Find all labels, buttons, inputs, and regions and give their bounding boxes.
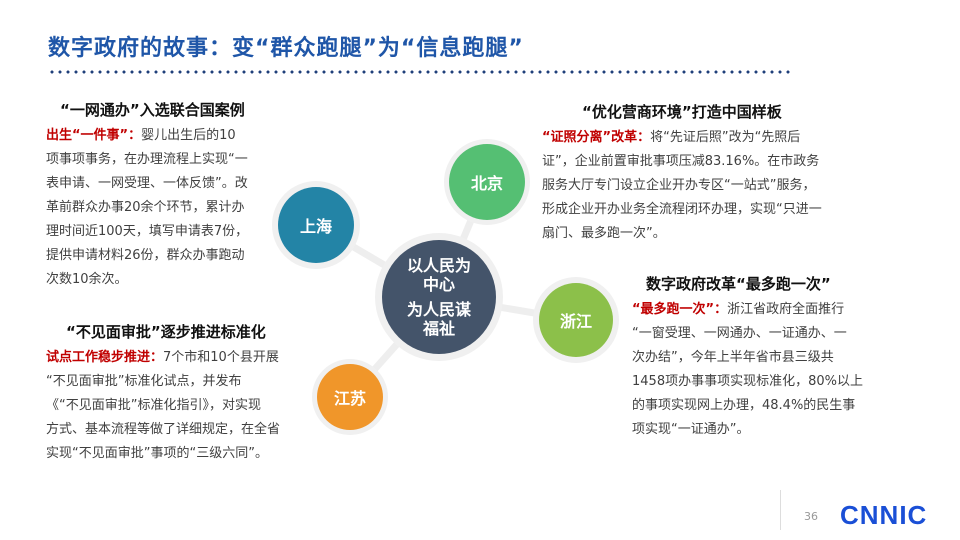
story-line: “证照分离”改革：将“先证后照”改为“先照后: [542, 126, 822, 150]
node-zhejiang-label: 浙江: [559, 312, 593, 331]
story-line: 服务大厅专门设立企业开办专区“一站式”服务，: [542, 174, 822, 198]
node-beijing-label: 北京: [470, 174, 504, 193]
node-beijing-circle: [449, 144, 525, 220]
page-title: 数字政府的故事：变“群众跑腿”为“信息跑腿”: [48, 36, 524, 61]
story-line: 提供申请材料26份，群众办事跑动: [46, 244, 248, 268]
story-text: 表申请、一网受理、一体反馈”。改: [46, 176, 248, 191]
story-text: 实现“不见面审批”事项的“三级六同”。: [46, 446, 268, 461]
story-line: 扇门、最多跑一次”。: [542, 222, 822, 246]
center-line: 福祉: [422, 319, 456, 338]
story-line: 证”，企业前置审批事项压减83.16%。在市政务: [542, 150, 822, 174]
beijing-story: “优化营商环境”打造中国样板 “证照分离”改革：将“先证后照”改为“先照后证”，企…: [542, 100, 822, 246]
story-heading: 数字政府改革“最多跑一次”: [646, 275, 831, 293]
story-heading: “优化营商环境”打造中国样板: [582, 103, 782, 121]
shanghai-story: “一网通办”入选联合国案例出生“一件事”：婴儿出生后的10 项事项事务，在办理流程…: [46, 98, 248, 292]
story-line: 次数10余次。: [46, 268, 248, 292]
story-line: 革前群众办事20余个环节，累计办: [46, 196, 248, 220]
story-heading: “不见面审批”逐步推进标准化: [66, 323, 266, 341]
story-text: 方式、基本流程等做了详细规定，在全省: [46, 422, 281, 437]
page-number: 36: [804, 510, 818, 523]
story-line: 次办结”，今年上半年省市县三级共: [632, 346, 863, 370]
story-text: 革前群众办事20余个环节，累计办: [46, 200, 245, 215]
story-line: 项事项事务，在办理流程上实现“一: [46, 148, 248, 172]
center-label: 以人民为 中心 为人民谋 福祉: [407, 256, 471, 338]
story-text: 1458项办事事项实现标准化，80%以上: [632, 374, 863, 389]
story-line: “不见面审批”标准化试点，并发布: [46, 370, 280, 394]
story-text: 形成企业开办业务全流程闭环办理，实现“只进一: [542, 202, 822, 217]
node-jiangsu-circle: [317, 364, 383, 430]
footer-divider: [780, 490, 781, 530]
story-text: 将“先证后照”改为“先照后: [650, 130, 801, 145]
story-text: 《“不见面审批”标准化指引》，对实现: [46, 398, 261, 413]
story-text: 理时间近100天，填写申请表7份，: [46, 224, 249, 239]
story-text: 项实现“一证通办”。: [632, 422, 750, 437]
node-zhejiang-circle: [539, 283, 613, 357]
jiangsu-story: “不见面审批”逐步推进标准化试点工作稳步推进：7个市和10个县开展 “不见面审批”…: [46, 320, 280, 466]
story-lead: 出生“一件事”：: [46, 128, 142, 143]
node-shanghai-label: 上海: [299, 217, 333, 236]
story-text: “一窗受理、一网通办、一证通办、一: [632, 326, 847, 341]
story-text: 的事项实现网上办理，48.4%的民生事: [632, 398, 856, 413]
story-lead: “最多跑一次”：: [632, 302, 728, 317]
story-text: 浙江省政府全面推行: [727, 302, 845, 317]
story-heading: “一网通办”入选联合国案例: [60, 101, 245, 119]
story-line: “最多跑一次”：浙江省政府全面推行: [632, 298, 863, 322]
center-circle: [382, 240, 496, 354]
story-text: 提供申请材料26份，群众办事跑动: [46, 248, 245, 263]
story-line: 的事项实现网上办理，48.4%的民生事: [632, 394, 863, 418]
story-line: 出生“一件事”：婴儿出生后的10: [46, 124, 248, 148]
story-text: 扇门、最多跑一次”。: [542, 226, 666, 241]
story-text: 7个市和10个县开展: [163, 350, 279, 365]
story-text: 次数10余次。: [46, 272, 128, 287]
story-line: 理时间近100天，填写申请表7份，: [46, 220, 248, 244]
story-text: “不见面审批”标准化试点，并发布: [46, 374, 242, 389]
story-text: 次办结”，今年上半年省市县三级共: [632, 350, 834, 365]
story-lead: “证照分离”改革：: [542, 130, 651, 145]
story-line: “一窗受理、一网通办、一证通办、一: [632, 322, 863, 346]
story-text: 证”，企业前置审批事项压减83.16%。在市政务: [542, 154, 820, 169]
story-line: 形成企业开办业务全流程闭环办理，实现“只进一: [542, 198, 822, 222]
center-line: 中心: [422, 275, 456, 294]
center-line: 以人民为: [406, 256, 472, 275]
story-text: 服务大厅专门设立企业开办专区“一站式”服务，: [542, 178, 816, 193]
zhejiang-story: 数字政府改革“最多跑一次” “最多跑一次”：浙江省政府全面推行 “一窗受理、一网通办…: [632, 272, 863, 442]
cnnic-logo: CNNIC: [840, 500, 928, 530]
node-shanghai-circle: [278, 187, 354, 263]
story-text: 婴儿出生后的10: [141, 128, 236, 143]
story-line: 项实现“一证通办”。: [632, 418, 863, 442]
center-line: 为人民谋: [406, 300, 472, 319]
story-lead: 试点工作稳步推进：: [46, 350, 164, 365]
story-line: 试点工作稳步推进：7个市和10个县开展: [46, 346, 280, 370]
story-line: 实现“不见面审批”事项的“三级六同”。: [46, 442, 280, 466]
story-text: 项事项事务，在办理流程上实现“一: [46, 152, 248, 167]
node-jiangsu-label: 江苏: [333, 389, 367, 408]
story-line: 《“不见面审批”标准化指引》，对实现: [46, 394, 280, 418]
story-line: 方式、基本流程等做了详细规定，在全省: [46, 418, 280, 442]
story-line: 1458项办事事项实现标准化，80%以上: [632, 370, 863, 394]
story-line: 表申请、一网受理、一体反馈”。改: [46, 172, 248, 196]
title-divider: [48, 70, 793, 74]
